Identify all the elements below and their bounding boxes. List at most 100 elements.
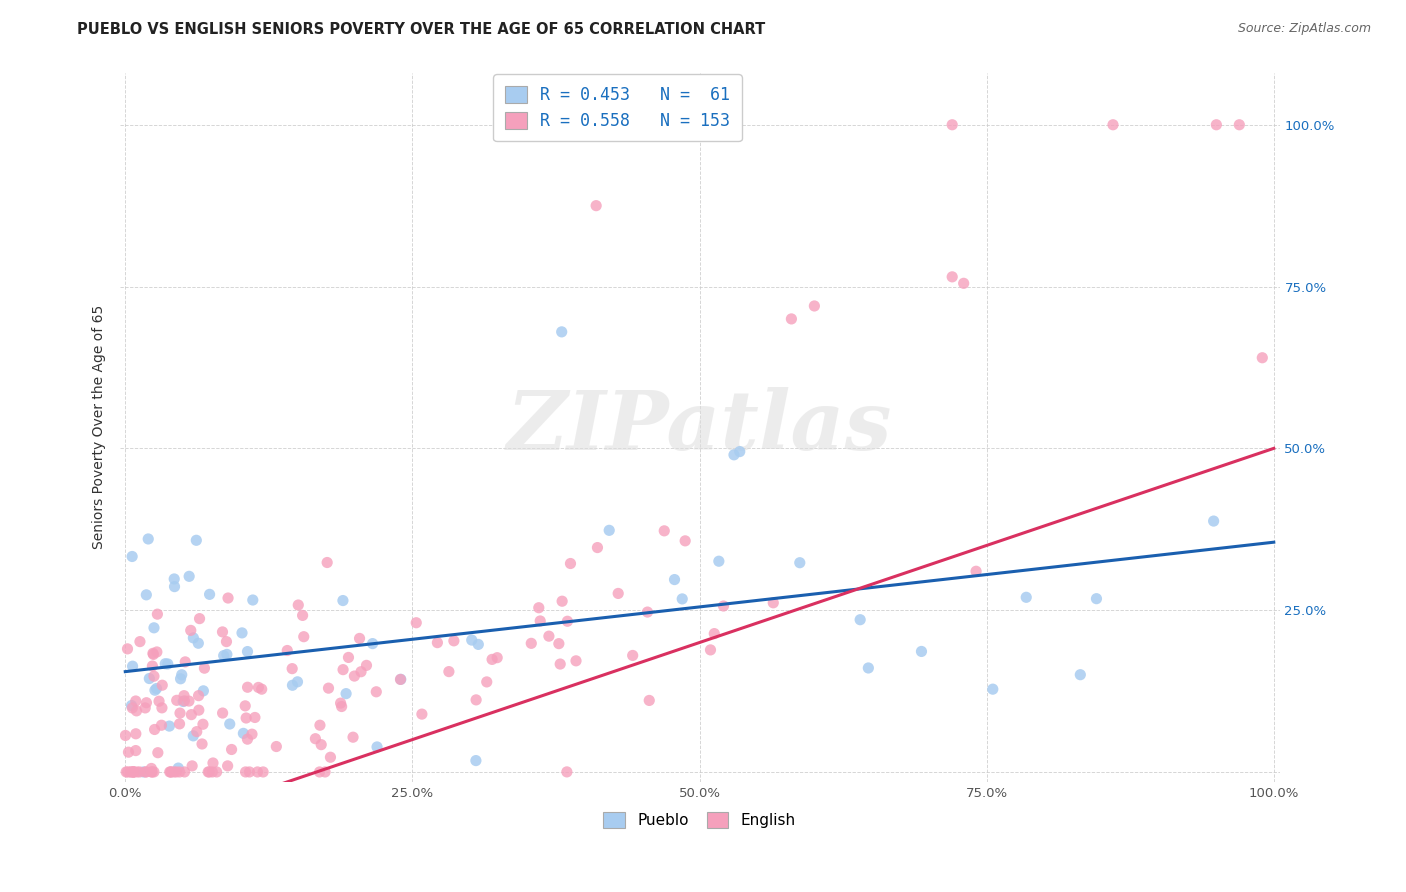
Point [314, 764, 336, 779]
Point [121, 549, 143, 564]
Point [236, 732, 259, 747]
Point [858, 661, 880, 675]
Point [585, 199, 607, 213]
Point [762, 596, 785, 610]
Point [332, 593, 354, 607]
Point [160, 764, 183, 779]
Point [125, 727, 148, 741]
Point [652, 524, 675, 538]
Point [941, 118, 963, 132]
Point [181, 759, 204, 773]
Point [197, 764, 219, 779]
Point [117, 764, 139, 779]
Point [169, 706, 191, 720]
Point [122, 764, 145, 779]
Point [179, 569, 201, 583]
Point [316, 556, 339, 570]
Point [252, 764, 274, 779]
Point [330, 699, 353, 714]
Point [329, 696, 352, 710]
Point [135, 696, 157, 710]
Point [187, 703, 209, 717]
Point [1227, 118, 1250, 132]
Point [129, 634, 152, 648]
Point [287, 674, 309, 689]
Point [212, 648, 235, 663]
Point [188, 612, 211, 626]
Point [142, 648, 165, 662]
Point [135, 588, 157, 602]
Point [169, 672, 191, 686]
Point [172, 694, 194, 708]
Text: ZIPatlas: ZIPatlas [506, 387, 893, 467]
Point [240, 727, 263, 741]
Point [117, 641, 139, 656]
Point [186, 533, 208, 548]
Point [177, 694, 200, 708]
Point [965, 564, 987, 578]
Point [475, 674, 498, 689]
Point [467, 637, 489, 651]
Point [121, 701, 143, 715]
Point [166, 693, 188, 707]
Point [159, 764, 181, 779]
Point [319, 750, 342, 764]
Point [211, 706, 233, 720]
Point [304, 731, 326, 746]
Point [803, 299, 825, 313]
Point [598, 524, 620, 538]
Point [520, 636, 543, 650]
Point [366, 739, 388, 754]
Point [1015, 591, 1038, 605]
Point [849, 613, 872, 627]
Point [169, 764, 191, 779]
Point [1251, 351, 1274, 365]
Point [607, 586, 630, 600]
Point [231, 626, 253, 640]
Point [155, 657, 177, 671]
Point [163, 580, 186, 594]
Point [211, 624, 233, 639]
Point [232, 726, 254, 740]
Point [165, 764, 187, 779]
Point [551, 594, 574, 608]
Point [187, 636, 209, 650]
Point [215, 648, 238, 662]
Point [461, 633, 484, 648]
Point [437, 665, 460, 679]
Point [337, 650, 360, 665]
Point [125, 694, 148, 708]
Point [198, 764, 221, 779]
Point [707, 554, 730, 568]
Point [941, 269, 963, 284]
Text: PUEBLO VS ENGLISH SENIORS POVERTY OVER THE AGE OF 65 CORRELATION CHART: PUEBLO VS ENGLISH SENIORS POVERTY OVER T… [77, 22, 766, 37]
Point [156, 657, 179, 671]
Point [671, 591, 693, 606]
Point [242, 593, 264, 607]
Point [281, 678, 304, 692]
Point [167, 761, 190, 775]
Point [1069, 667, 1091, 681]
Point [703, 626, 725, 640]
Point [565, 654, 588, 668]
Point [159, 764, 181, 779]
Point [128, 764, 150, 779]
Y-axis label: Seniors Poverty Over the Age of 65: Seniors Poverty Over the Age of 65 [93, 305, 107, 549]
Point [115, 764, 138, 779]
Point [150, 718, 173, 732]
Point [146, 746, 169, 760]
Point [1202, 514, 1225, 528]
Point [1085, 591, 1108, 606]
Point [148, 694, 170, 708]
Point [247, 681, 270, 695]
Point [1205, 118, 1227, 132]
Point [173, 764, 195, 779]
Point [143, 683, 166, 698]
Point [555, 764, 578, 779]
Point [201, 764, 224, 779]
Point [426, 635, 449, 649]
Point [174, 655, 197, 669]
Point [125, 764, 148, 779]
Point [527, 600, 550, 615]
Point [529, 614, 551, 628]
